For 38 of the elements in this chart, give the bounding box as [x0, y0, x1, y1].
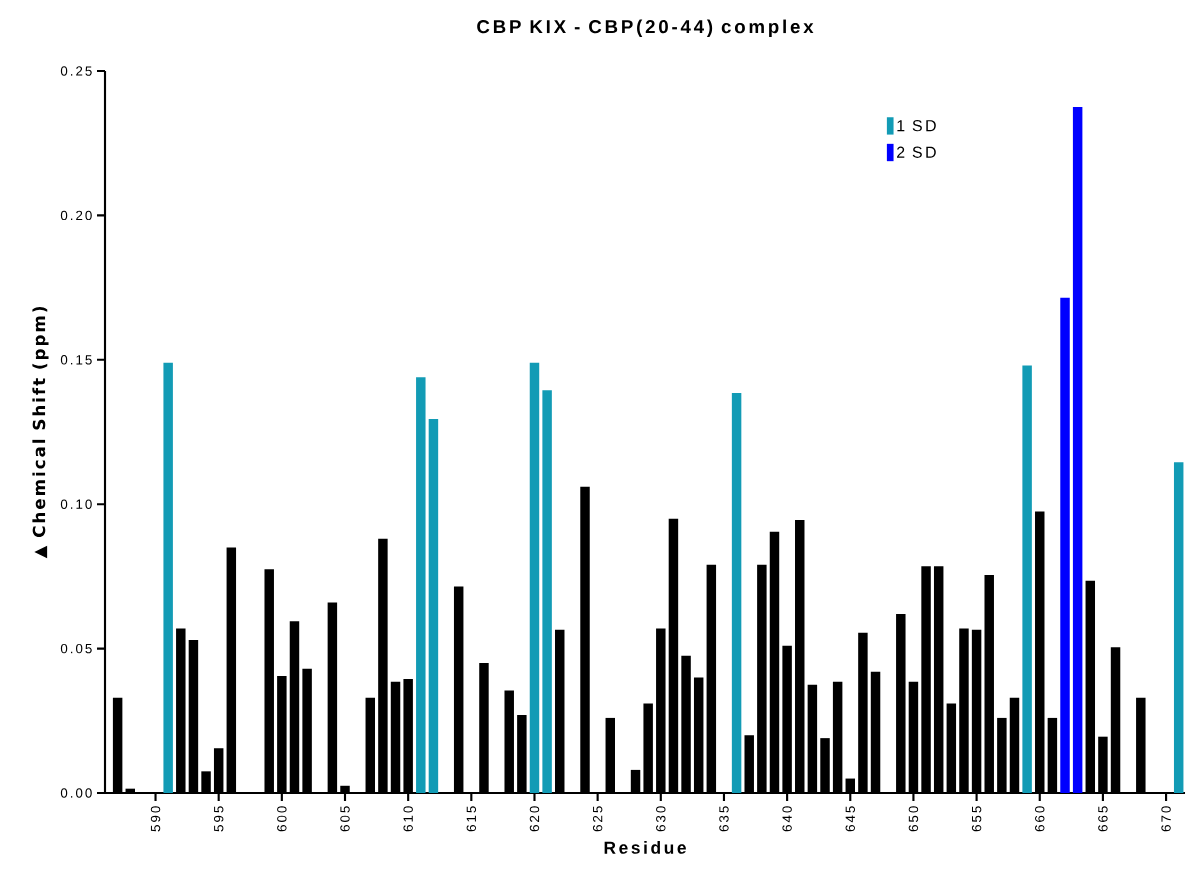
x-tick-label: 665 [1098, 806, 1108, 832]
y-tick-label: 0.00 [60, 788, 92, 798]
y-tick-label: 0.15 [60, 355, 92, 365]
bar [1060, 297, 1070, 793]
bar [416, 377, 426, 793]
bar [163, 362, 173, 793]
x-tick-label: 670 [1161, 806, 1171, 832]
y-tick-label: 0.10 [60, 499, 92, 509]
x-tick-label: 630 [656, 806, 666, 832]
x-tick-label: 605 [340, 806, 350, 832]
y-tick-label: 0.05 [60, 643, 92, 654]
bar [428, 419, 439, 793]
x-tick-label: 620 [529, 806, 540, 832]
y-axis-title: ▲ Chemical Shift (ppm) [32, 307, 49, 559]
y-tick-label: 0.20 [60, 210, 92, 221]
x-tick-label: 660 [1035, 806, 1045, 832]
y-tick-label: 0.25 [60, 66, 92, 76]
x-tick-label: 640 [782, 806, 792, 832]
bar [529, 362, 540, 793]
legend-label: 2 SD [897, 146, 936, 158]
x-tick-label: 645 [845, 806, 855, 832]
bar [542, 390, 552, 793]
x-tick-label: 600 [277, 806, 287, 832]
bar [731, 393, 742, 793]
x-tick-label: 595 [213, 806, 224, 832]
x-tick-label: 635 [719, 806, 729, 832]
x-axis-title: Residue [604, 841, 686, 854]
bar [1022, 365, 1032, 793]
chart-title: CBP KIX - CBP(20-44) complex [477, 19, 814, 37]
bar [1072, 107, 1083, 793]
x-tick-label: 610 [403, 806, 413, 832]
x-tick-label: 590 [150, 806, 161, 832]
legend-label: 1 SD [897, 120, 936, 132]
x-tick-label: 615 [466, 806, 477, 832]
bar [1173, 462, 1184, 793]
x-tick-label: 655 [971, 806, 982, 832]
x-tick-label: 650 [908, 806, 919, 832]
x-tick-label: 625 [592, 806, 603, 832]
